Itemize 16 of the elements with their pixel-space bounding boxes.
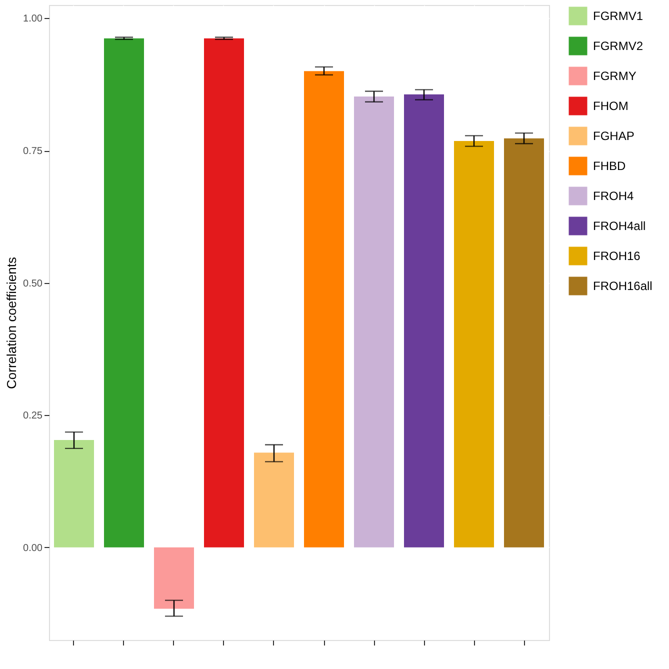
y-tick-label: 0.00 (23, 542, 43, 554)
y-tick-label: 0.25 (23, 410, 43, 422)
y-axis-title: Correlation coefficients (4, 256, 20, 389)
y-tick-label: 0.50 (23, 278, 43, 290)
legend-label: FROH16all (593, 279, 652, 293)
legend-label: FROH16 (593, 249, 641, 263)
legend-label: FROH4all (593, 219, 646, 233)
legend-label: FGRMY (593, 69, 636, 83)
legend-label: FGRMV2 (593, 39, 644, 53)
legend-label: FHBD (593, 159, 626, 173)
legend-label: FGRMV1 (593, 9, 644, 23)
legend-label: FGHAP (593, 129, 634, 143)
y-tick-label: 1.00 (23, 14, 43, 25)
legend-label: FHOM (593, 99, 628, 113)
legend-label: FROH4 (593, 189, 634, 203)
y-tick-label: 0.75 (23, 146, 43, 158)
